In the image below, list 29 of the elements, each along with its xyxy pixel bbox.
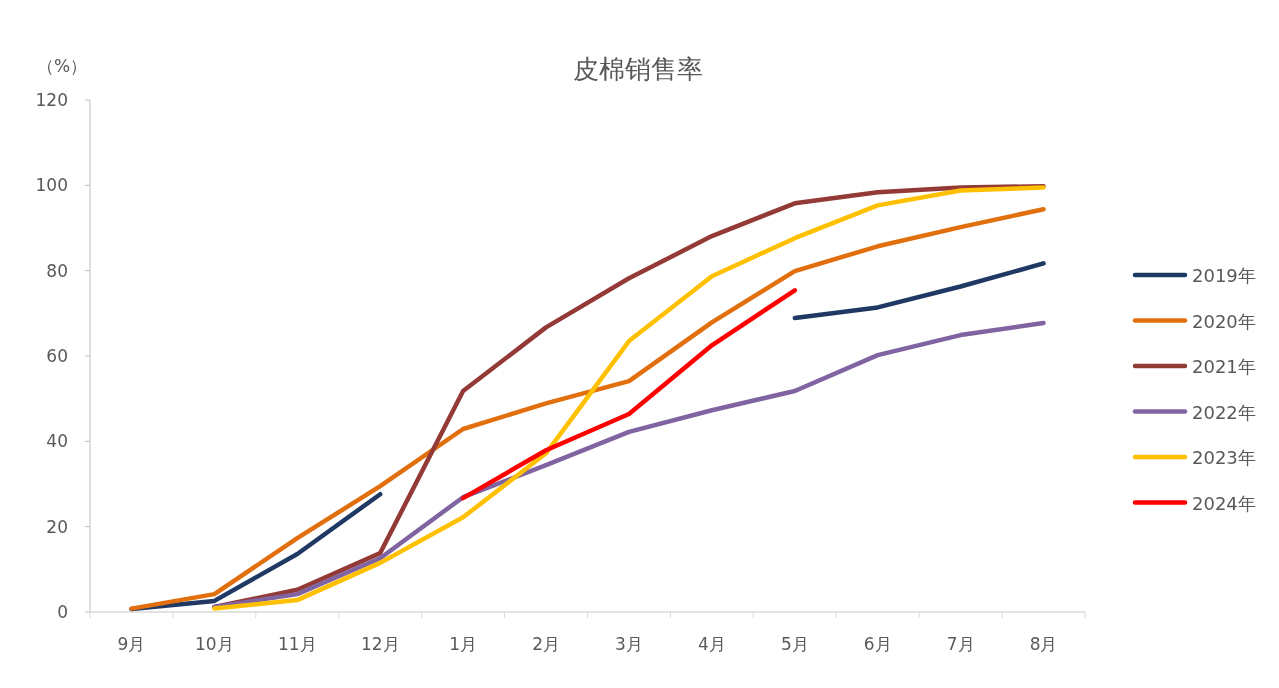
x-tick-label: 6月 (863, 634, 892, 654)
x-tick-label: 2月 (532, 634, 560, 654)
x-tick-label: 1月 (449, 634, 478, 654)
legend-label: 2023年 (1192, 447, 1256, 468)
legend-label: 2020年 (1192, 310, 1256, 332)
x-tick-label: 3月 (615, 634, 643, 654)
y-tick-label: 60 (46, 346, 68, 366)
y-tick-label: 40 (46, 431, 68, 452)
y-tick-label: 120 (35, 90, 68, 110)
x-tick-label: 8月 (1029, 634, 1058, 654)
legend-label: 2021年 (1192, 356, 1256, 377)
y-tick-label: 0 (57, 602, 68, 622)
line-series (212, 320, 1046, 610)
legend-label: 2022年 (1192, 401, 1256, 423)
x-tick-label: 4月 (697, 634, 726, 654)
y-tick-label: 20 (46, 516, 68, 537)
x-tick-label: 10月 (195, 634, 234, 654)
x-tick-label: 11月 (277, 634, 317, 654)
x-tick-label: 5月 (780, 634, 809, 654)
chart-title: 皮棉销售率 (572, 54, 703, 84)
x-tick-label: 9月 (117, 634, 146, 654)
line-series (460, 288, 798, 501)
legend-label: 2019年 (1192, 265, 1256, 286)
legend-label: 2024年 (1192, 492, 1256, 514)
y-tick-label: 80 (46, 260, 68, 281)
x-tick-label: 7月 (946, 634, 975, 654)
x-tick-label: 12月 (360, 634, 400, 654)
y-axis-title: （%） (36, 56, 88, 76)
y-tick-label: 100 (35, 175, 68, 196)
